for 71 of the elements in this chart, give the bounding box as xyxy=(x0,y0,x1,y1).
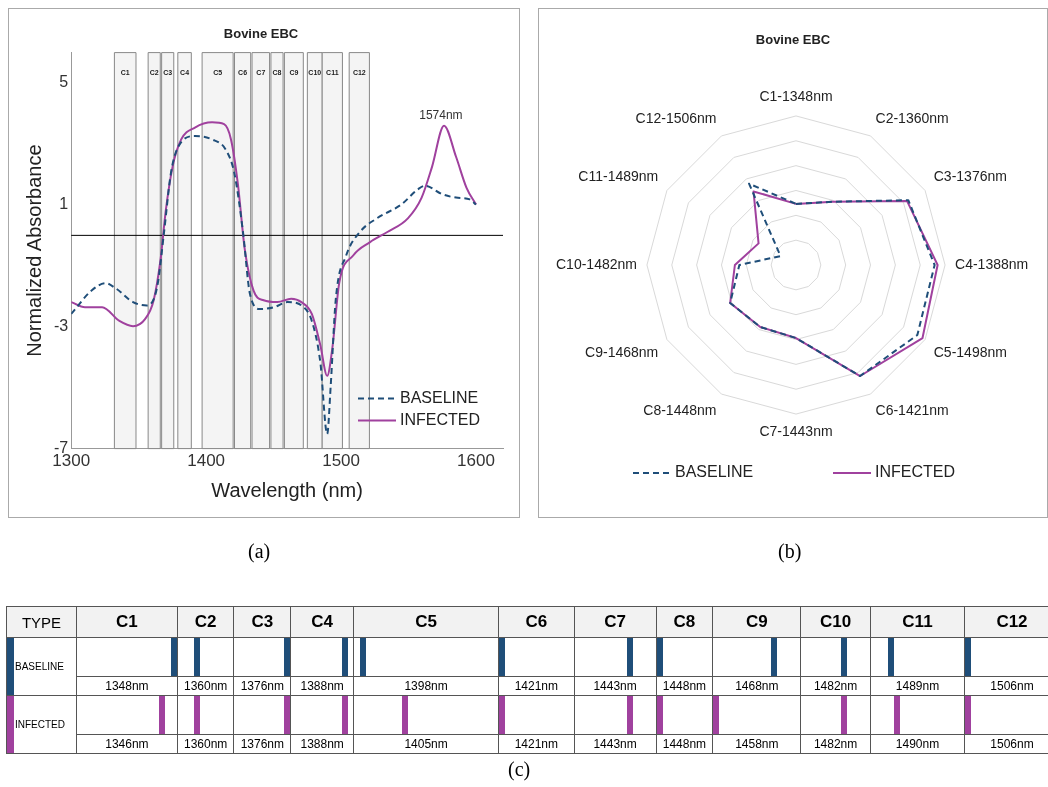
annotation: 1574nm xyxy=(419,108,463,123)
data-label: 1405nm xyxy=(353,734,499,754)
data-label: 1346nm xyxy=(76,734,178,754)
text: (b) xyxy=(778,540,802,563)
spoke-label: C5-1498nm xyxy=(933,343,1007,360)
category-label: C6 xyxy=(498,606,575,638)
line-series xyxy=(71,135,478,435)
spoke-label: C6-1421nm xyxy=(875,402,949,419)
text: (c) xyxy=(508,758,531,781)
category-label: C11 xyxy=(870,606,965,638)
x-axis-title: Wavelength (nm) xyxy=(211,478,363,501)
category-label: C9 xyxy=(712,606,801,638)
data-label: 1376nm xyxy=(233,676,291,696)
category-label: C4 xyxy=(290,606,354,638)
text: INFECTED xyxy=(15,719,65,730)
y-tick-label: -3 xyxy=(53,317,69,335)
legend-label: BASELINE xyxy=(675,463,754,481)
x-tick-label: 1400 xyxy=(187,451,226,471)
text: (a) xyxy=(248,540,271,563)
category-label: C8 xyxy=(656,606,713,638)
legend-label: BASELINE xyxy=(400,389,479,407)
line-series xyxy=(71,121,478,377)
category-label: C7 xyxy=(574,606,657,638)
data-label: 1421nm xyxy=(498,734,575,754)
category-label: C3 xyxy=(233,606,291,638)
chart-title: Bovine EBC xyxy=(755,32,831,48)
data-label: 1482nm xyxy=(800,676,871,696)
spoke-label: C11-1489nm xyxy=(578,167,659,184)
data-label: 1506nm xyxy=(964,734,1048,754)
category-label: C2 xyxy=(177,606,234,638)
category-label: C5 xyxy=(353,606,499,638)
y-tick-label: 1 xyxy=(59,195,69,213)
y-tick-label: 5 xyxy=(59,73,69,91)
spoke-label: C7-1443nm xyxy=(759,423,833,440)
legend-label: INFECTED xyxy=(875,463,955,481)
spoke-label: C10-1482nm xyxy=(556,255,637,272)
x-tick-label: 1500 xyxy=(322,451,360,471)
x-tick-label: 1600 xyxy=(457,451,495,471)
category-label: C10 xyxy=(800,606,871,638)
data-label: 1376nm xyxy=(233,734,291,754)
data-label: 1360nm xyxy=(177,734,234,754)
data-label: 1443nm xyxy=(574,676,657,696)
category-label: C1 xyxy=(76,606,178,638)
spoke-label: C12-1506nm xyxy=(635,109,717,126)
data-label: 1482nm xyxy=(800,734,871,754)
spoke-label: C1-1348nm xyxy=(759,88,833,105)
spoke-label: C4-1388nm xyxy=(955,255,1029,272)
data-label: 1468nm xyxy=(712,676,801,696)
data-label: 1360nm xyxy=(177,676,234,696)
data-label: 1490nm xyxy=(870,734,965,754)
data-label: 1448nm xyxy=(656,734,713,754)
text: BASELINE xyxy=(15,661,64,672)
data-label: 1448nm xyxy=(656,676,713,696)
data-label: 1458nm xyxy=(712,734,801,754)
data-label: 1489nm xyxy=(870,676,965,696)
legend-label: INFECTED xyxy=(400,411,480,429)
data-label: 1348nm xyxy=(76,676,178,696)
text: TYPE xyxy=(6,606,77,638)
data-label: 1506nm xyxy=(964,676,1048,696)
spoke-label: C3-1376nm xyxy=(933,167,1007,184)
data-label: 1388nm xyxy=(290,734,354,754)
data-label: 1443nm xyxy=(574,734,657,754)
spoke-label: C2-1360nm xyxy=(875,109,949,126)
data-label: 1398nm xyxy=(353,676,499,696)
spoke-label: C9-1468nm xyxy=(585,343,659,360)
data-label: 1388nm xyxy=(290,676,354,696)
data-label: 1421nm xyxy=(498,676,575,696)
chart-title: Bovine EBC xyxy=(223,26,299,42)
spoke-label: C8-1448nm xyxy=(643,402,717,419)
y-axis-title: Normalized Absorbance xyxy=(22,144,45,357)
category-label: C12 xyxy=(964,606,1048,638)
